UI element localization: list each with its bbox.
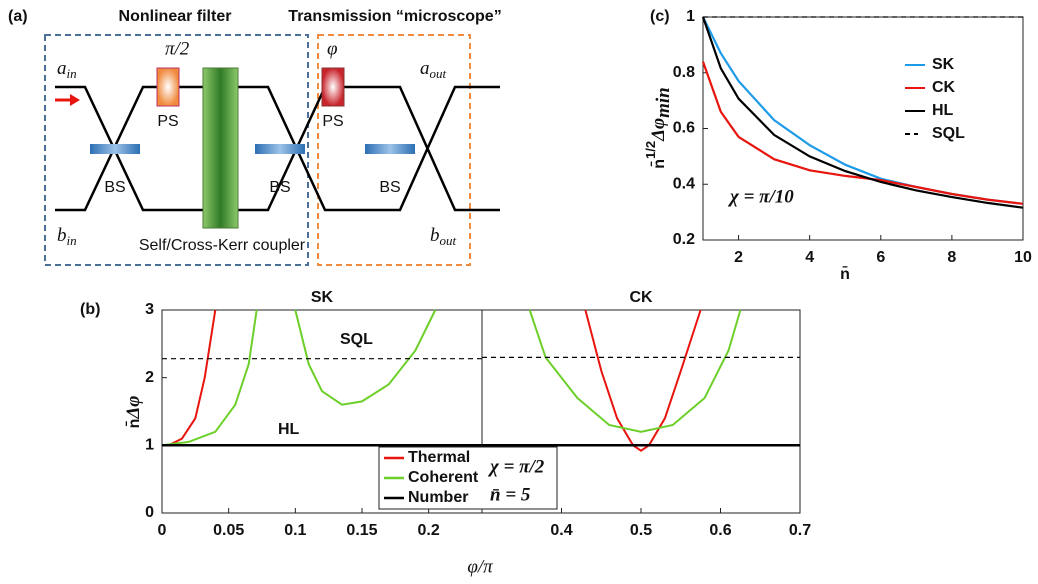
panel-label: (a) [8, 8, 28, 25]
port-label: ain [57, 58, 77, 81]
microscope-box [317, 34, 471, 266]
annotation: SQL [340, 331, 373, 348]
filter-box [44, 34, 309, 266]
x-tick-label: 0.1 [284, 522, 306, 539]
bs-label: BS [269, 179, 290, 196]
phase-shifter [321, 67, 345, 107]
diagram: (a) Nonlinear filter Transmission “micro… [8, 8, 502, 266]
legend-label: Coherent [408, 469, 479, 486]
label-part: 1/2 [643, 141, 658, 159]
ps-label: PS [157, 113, 178, 130]
phase-shifter [156, 67, 180, 107]
y-tick-label: 0.2 [673, 231, 695, 248]
subplot-title: CK [629, 289, 653, 306]
bs-label: BS [379, 179, 400, 196]
x-tick-label: 0 [158, 522, 167, 539]
annotation: χ = π/10 [727, 186, 794, 207]
y-axis-label: n̄Δφ [123, 396, 144, 429]
y-tick-label: 1 [145, 437, 154, 454]
label-part: n̄ [649, 159, 668, 169]
data-line [701, 16, 1024, 209]
x-tick-label: 0.2 [418, 522, 440, 539]
input-arrow-head [70, 94, 80, 106]
port-label: bin [57, 225, 77, 248]
y-tick-label: 0.6 [673, 120, 695, 137]
panel-label: (c) [650, 8, 670, 25]
data-line [161, 309, 437, 447]
subplot-title: SK [311, 289, 334, 306]
beam-splitter [255, 144, 305, 154]
x-tick-label: 8 [947, 249, 956, 266]
y-tick-label: 0.4 [673, 175, 695, 192]
y-tick-label: 3 [145, 301, 154, 318]
x-tick-label: 0.15 [346, 522, 377, 539]
y-tick-label: 0 [145, 504, 154, 521]
label-part: Δφ [123, 396, 144, 420]
y-tick-label: 2 [145, 369, 154, 386]
annotation: χ = π/2 [487, 456, 545, 477]
kerr-coupler [202, 67, 239, 229]
data-line [168, 309, 217, 447]
port-label: bout [430, 225, 457, 248]
legend-box [378, 446, 558, 510]
data-line [701, 61, 1024, 205]
coupler-label: Self/Cross-Kerr coupler [139, 237, 306, 254]
data-line [584, 309, 702, 452]
phase-label: π/2 [165, 38, 190, 59]
legend-label: HL [932, 102, 954, 119]
x-tick-label: 0.7 [789, 522, 811, 539]
x-tick-label: 10 [1014, 249, 1032, 266]
annotation: HL [278, 421, 300, 438]
legend-label: Number [408, 489, 468, 506]
x-tick-label: 0.6 [709, 522, 731, 539]
label-part: n̄ [124, 419, 143, 429]
panel-label: (b) [80, 301, 100, 318]
y-axis-label: n̄1/2Δφmin [643, 87, 674, 169]
legend-label: SK [932, 56, 955, 73]
x-axis-label: n̄ [840, 264, 850, 283]
ps-label: PS [322, 113, 343, 130]
phase-label: φ [327, 38, 338, 59]
label-part: min [653, 87, 674, 118]
beam-splitter [365, 144, 415, 154]
bs-label: BS [104, 179, 125, 196]
legend-label: SQL [932, 125, 965, 142]
x-tick-label: 0.5 [630, 522, 652, 539]
y-tick-label: 1 [686, 8, 695, 25]
x-tick-label: 2 [734, 249, 743, 266]
port-label: aout [420, 58, 447, 81]
x-tick-label: 6 [876, 249, 885, 266]
label-part: Δφ [648, 118, 669, 142]
legend-label: CK [932, 79, 956, 96]
x-tick-label: 0.05 [213, 522, 244, 539]
box-title: Nonlinear filter [119, 8, 232, 25]
y-tick-label: 0.8 [673, 64, 695, 81]
annotation: n̄ = 5 [490, 484, 531, 505]
legend-label: Thermal [408, 449, 470, 466]
x-axis-label: φ/π [467, 556, 493, 577]
x-tick-label: 4 [805, 249, 814, 266]
x-tick-label: 0.4 [550, 522, 572, 539]
box-title: Transmission “microscope” [288, 8, 501, 25]
data-line [528, 309, 742, 433]
beam-splitter [90, 144, 140, 154]
